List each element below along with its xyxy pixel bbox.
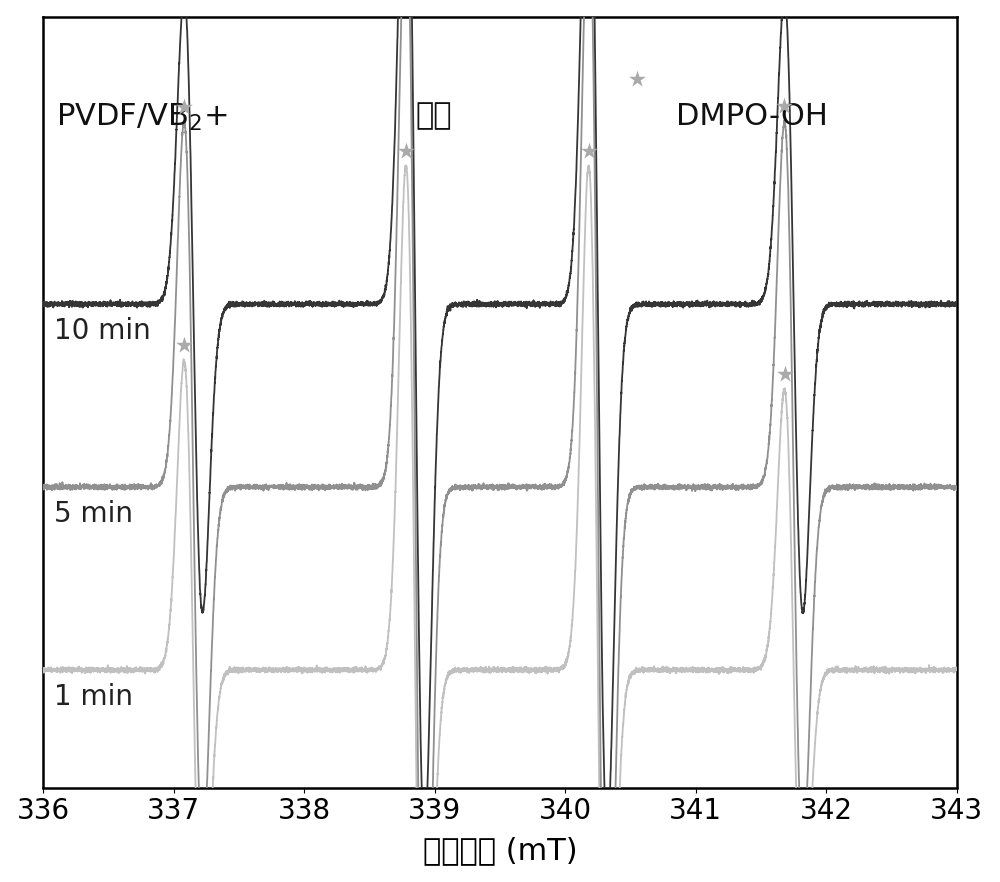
Text: 1 min: 1 min [54,683,133,711]
Point [398,144,414,158]
Point [176,100,192,114]
Text: 超声: 超声 [415,101,452,131]
Text: DMPO-OH: DMPO-OH [676,101,828,131]
X-axis label: 磁场强度 (mT): 磁场强度 (mT) [423,836,577,865]
Point [777,367,793,381]
Text: 5 min: 5 min [54,500,133,528]
Point [176,338,192,352]
Point [776,99,792,113]
Point [629,71,645,86]
Text: 10 min: 10 min [54,318,150,345]
Text: PVDF/VB$_2$+: PVDF/VB$_2$+ [56,101,228,132]
Point [581,144,597,158]
